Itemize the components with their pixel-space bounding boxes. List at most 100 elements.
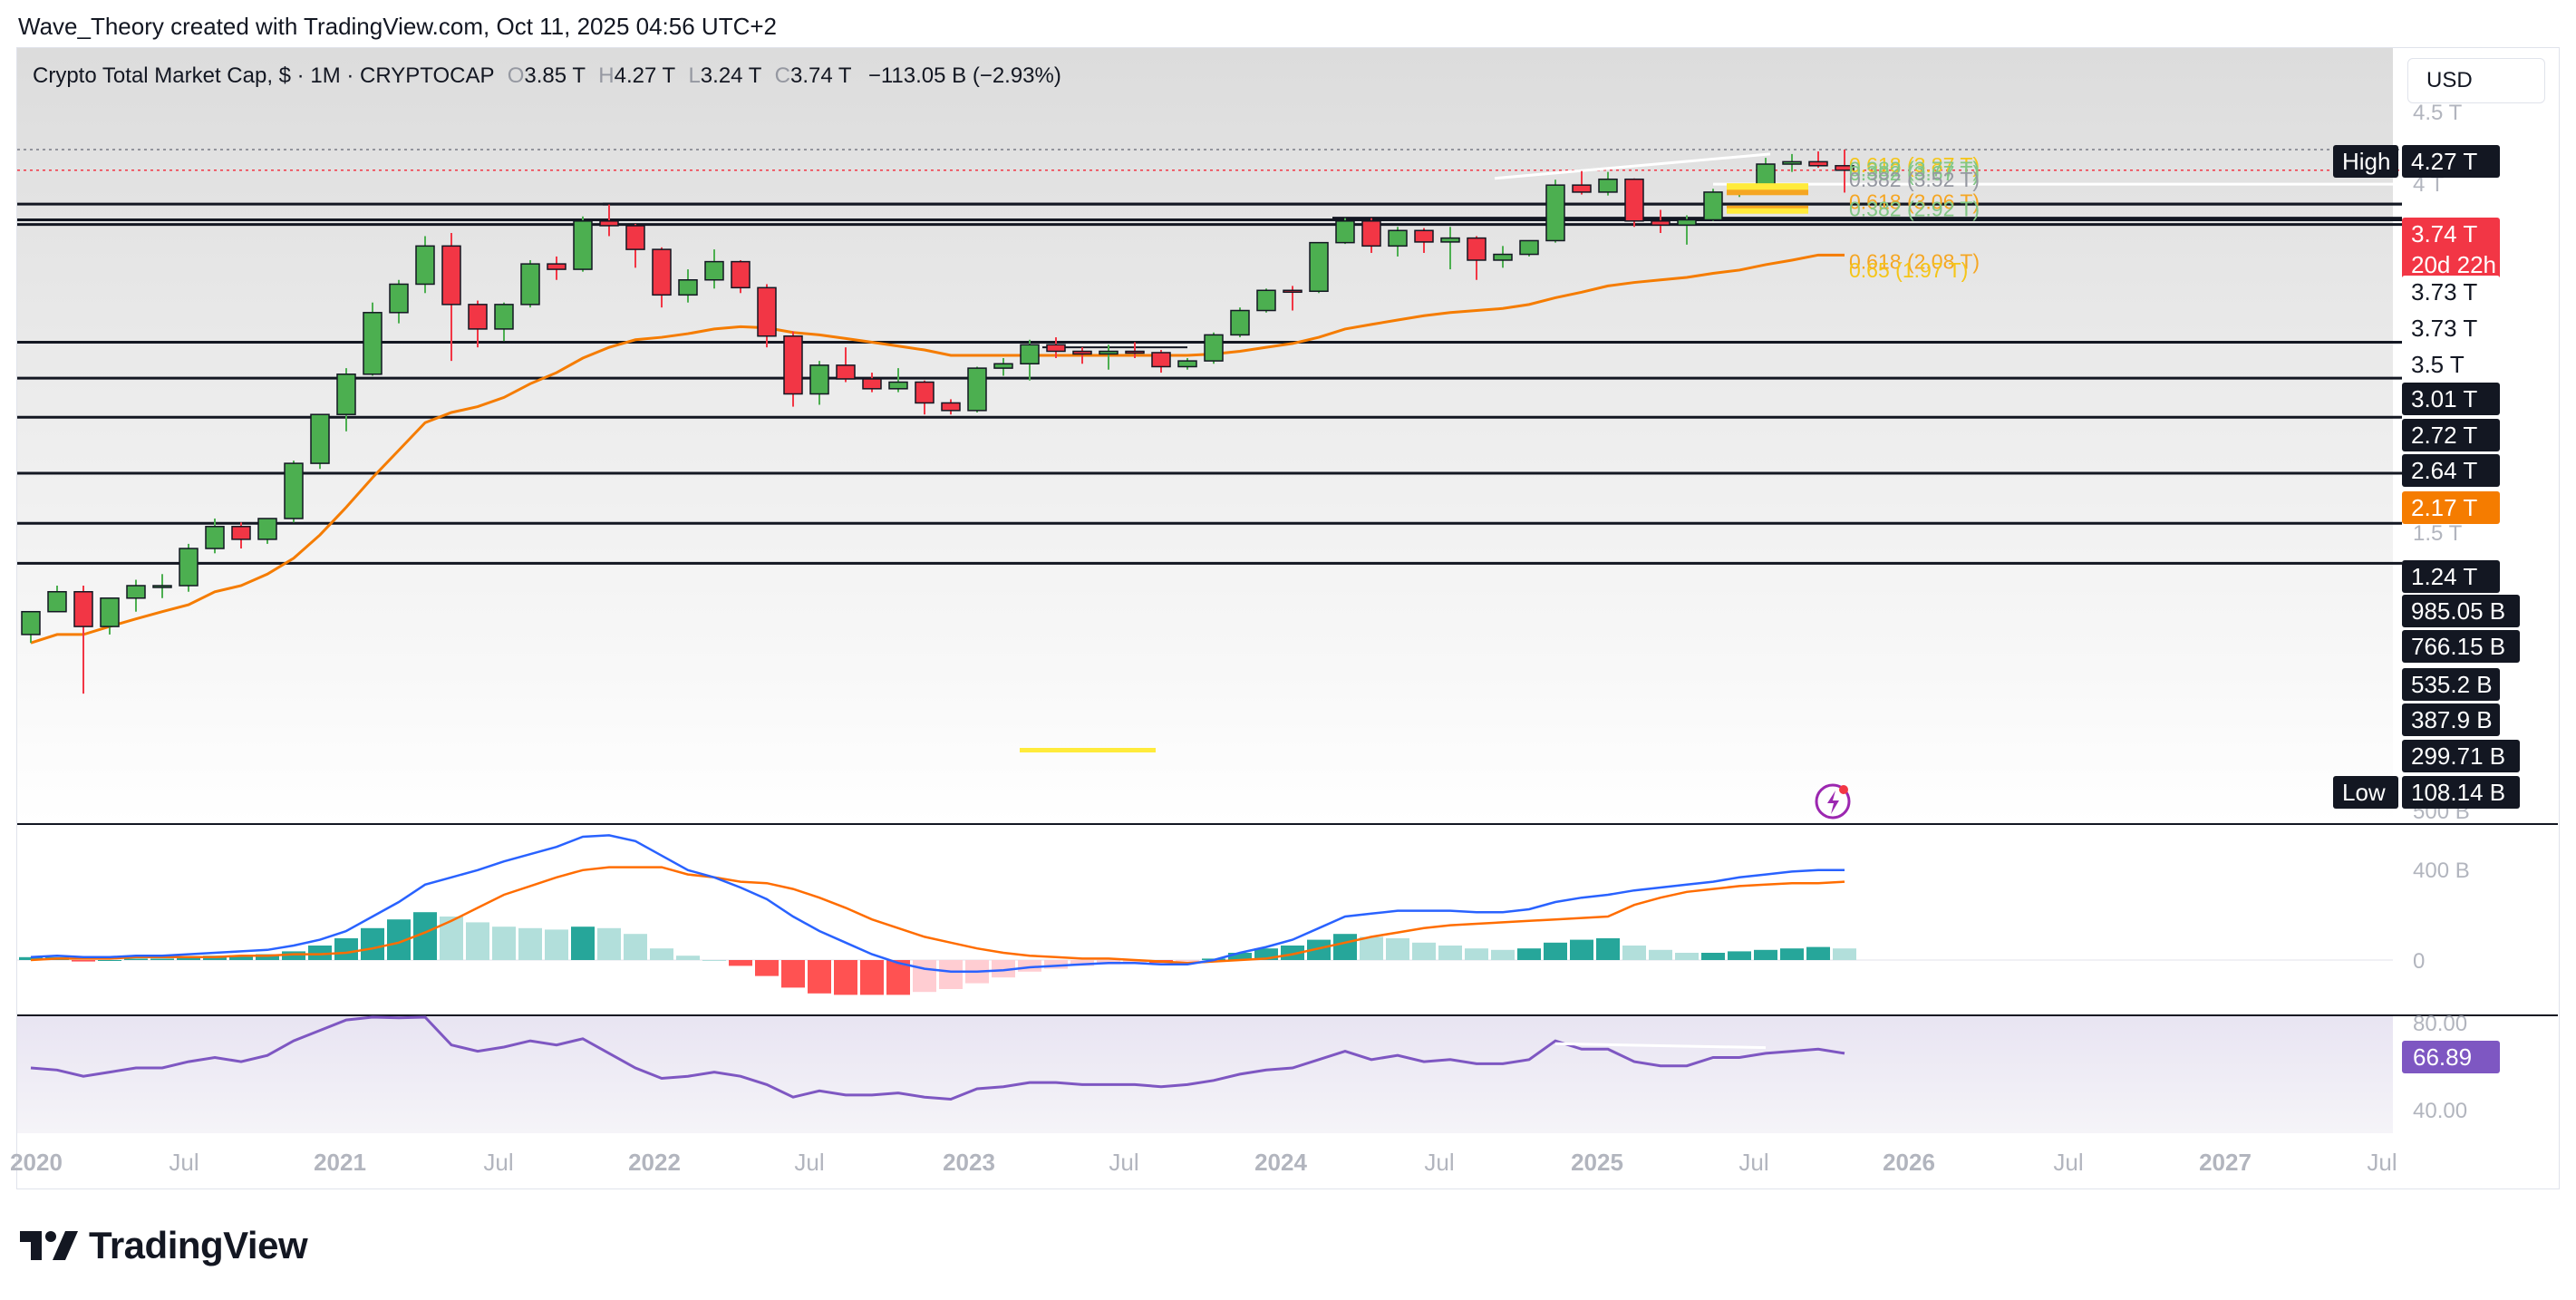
- candle: [1545, 179, 1565, 243]
- price-marker-text: 3.01 T: [2411, 385, 2477, 412]
- candle-body: [704, 260, 724, 281]
- fib-label: 0.618 (2.08 T): [1849, 250, 1980, 274]
- candle-body: [441, 245, 461, 306]
- candle-body: [284, 462, 304, 519]
- candle: [21, 610, 41, 644]
- candle-body: [1572, 184, 1592, 193]
- macd-histogram-bar: [860, 960, 884, 995]
- candle: [993, 358, 1013, 376]
- macd-histogram-bar: [676, 956, 700, 960]
- candle: [888, 368, 908, 393]
- high-value: 4.27 T: [614, 63, 675, 88]
- price-marker-text: 4.27 T: [2411, 148, 2477, 175]
- price-marker: 3.73 T: [2402, 312, 2500, 344]
- macd-histogram-bar: [808, 960, 831, 994]
- candle-body: [73, 590, 93, 627]
- price-marker-box: [2402, 776, 2520, 809]
- macd-histogram-bar: [650, 948, 673, 960]
- candle: [520, 259, 540, 308]
- macd-histogram-bar: [361, 927, 384, 960]
- price-marker-box: [2402, 218, 2500, 279]
- price-marker: 2.72 T: [2402, 419, 2500, 451]
- candle: [310, 413, 330, 470]
- candle: [1099, 344, 1119, 370]
- change-value: −113.05 B (−2.93%): [867, 63, 1061, 88]
- candle: [704, 249, 724, 289]
- candle: [599, 204, 619, 237]
- symbol-name[interactable]: Crypto Total Market Cap, $ · 1M · CRYPTO…: [33, 63, 495, 88]
- price-marker-box: [2402, 595, 2520, 627]
- macd-histogram-bar: [1544, 942, 1567, 960]
- price-marker-tag-box: [2333, 145, 2398, 178]
- fib-zone: [1020, 748, 1156, 752]
- tradingview-logo[interactable]: TradingView: [20, 1220, 308, 1271]
- price-marker-box: [2402, 419, 2500, 451]
- candle: [494, 302, 514, 342]
- macd-histogram-bar: [19, 956, 43, 960]
- low-value: 3.24 T: [700, 63, 761, 88]
- macd-histogram-bar: [1675, 953, 1699, 960]
- price-marker-tag: High: [2342, 148, 2390, 175]
- candle: [1230, 307, 1250, 338]
- macd-axis-label: 0: [2413, 949, 2425, 974]
- candle: [836, 347, 856, 383]
- macd-histogram-bar: [597, 927, 621, 960]
- candle-body: [836, 364, 856, 380]
- time-axis-label: 2020: [10, 1149, 63, 1176]
- price-marker: 299.71 B: [2402, 740, 2520, 772]
- fib-label: 0.382 (2.92 T): [1849, 197, 1980, 220]
- candle-body: [1230, 309, 1250, 336]
- candle: [1046, 337, 1066, 359]
- macd-histogram-bar: [1517, 948, 1541, 960]
- candle: [1808, 151, 1828, 169]
- symbol-legend: Crypto Total Market Cap, $ · 1M · CRYPTO…: [33, 63, 1061, 89]
- candle: [573, 216, 593, 272]
- candle-body: [494, 304, 514, 330]
- candle-body: [415, 245, 435, 286]
- candle-body: [1125, 350, 1145, 354]
- price-marker-box: [2402, 491, 2500, 524]
- fib-label: 0.65 (1.97 T): [1849, 258, 1968, 282]
- rsi-value-box: [2402, 1041, 2500, 1073]
- price-marker-box: [2402, 630, 2520, 663]
- price-marker: 3.73 T: [2402, 276, 2500, 308]
- time-axis-label: 2025: [1571, 1149, 1623, 1176]
- price-marker-text: 3.73 T: [2411, 315, 2477, 342]
- time-axis-label: Jul: [1109, 1149, 1138, 1176]
- candle: [126, 579, 146, 612]
- candle-body: [257, 518, 277, 540]
- close-value: 3.74 T: [789, 63, 852, 88]
- candle: [783, 331, 803, 407]
- candle: [1072, 347, 1092, 364]
- macd-axis-label: 400 B: [2413, 859, 2470, 883]
- ema-line: [30, 253, 1845, 645]
- candle-body: [1467, 237, 1487, 261]
- rsi-axis-label: 40.00: [2413, 1099, 2467, 1123]
- macd-histogram-bar: [124, 958, 148, 960]
- price-marker-box: [2402, 454, 2500, 487]
- high-label: H: [598, 63, 615, 88]
- currency-button[interactable]: USD: [2407, 58, 2545, 103]
- candle: [1624, 178, 1644, 228]
- price-marker-text: 3.74 T: [2411, 220, 2477, 247]
- candle-body: [1046, 344, 1066, 353]
- macd-histogram-bar: [1701, 953, 1725, 960]
- price-marker-box: [2402, 348, 2500, 381]
- candle: [1361, 218, 1381, 253]
- fib-label: 0.618 (3.06 T): [1849, 189, 1980, 213]
- macd-histogram-bar: [571, 926, 595, 960]
- candle: [941, 399, 961, 415]
- candle: [1572, 170, 1592, 195]
- macd-histogram-bar: [1491, 949, 1515, 960]
- candle-body: [1361, 220, 1381, 247]
- macd-histogram-bar: [1360, 936, 1383, 960]
- macd-histogram-bar: [334, 938, 358, 960]
- candle: [1204, 332, 1224, 364]
- price-marker-text: 2.17 T: [2411, 494, 2477, 521]
- price-marker-countdown: 20d 22h: [2411, 251, 2496, 278]
- candle: [363, 302, 383, 376]
- macd-histogram-bar: [1649, 949, 1672, 960]
- candle-body: [1283, 289, 1303, 294]
- price-marker-text: 2.72 T: [2411, 422, 2477, 449]
